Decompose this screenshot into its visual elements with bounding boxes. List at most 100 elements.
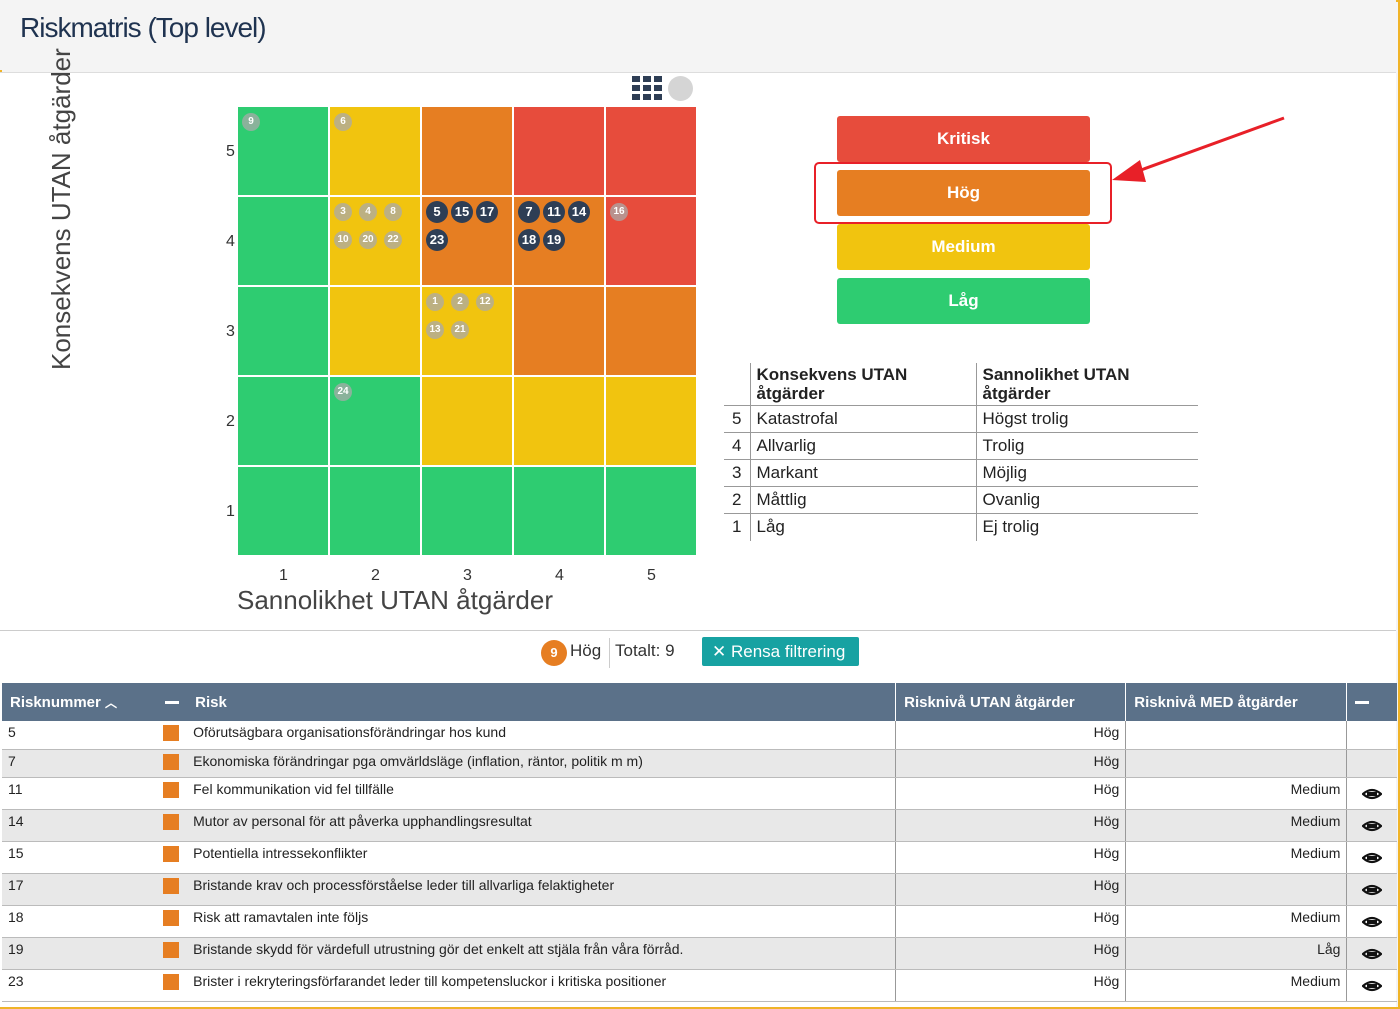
risk-bubble[interactable]: 16 xyxy=(610,203,628,221)
view-action-cell[interactable] xyxy=(1346,905,1397,938)
matrix-cell[interactable] xyxy=(514,467,604,555)
risk-bubble[interactable]: 1 xyxy=(426,293,444,311)
table-row[interactable]: 18 Risk att ramavtalen inte följs Hög Mediu… xyxy=(2,905,1397,938)
table-row[interactable]: 17 Bristande krav och processförståelse l… xyxy=(2,873,1397,906)
matrix-cell[interactable] xyxy=(514,287,604,375)
scale-row: 5 Katastrofal Högst trolig xyxy=(724,405,1198,433)
eye-icon[interactable] xyxy=(1362,884,1383,900)
matrix-cell[interactable] xyxy=(422,377,512,465)
risk-bubble[interactable]: 22 xyxy=(384,231,402,249)
table-row[interactable]: 14 Mutor av personal för att påverka upph… xyxy=(2,809,1397,842)
risk-bubble[interactable]: 6 xyxy=(334,113,352,131)
risk-bubble[interactable]: 4 xyxy=(359,203,377,221)
risk-description[interactable]: Bristande krav och processförståelse led… xyxy=(187,873,897,906)
matrix-cell[interactable] xyxy=(606,107,696,195)
risk-bubble[interactable]: 7 xyxy=(518,201,540,223)
eye-icon[interactable] xyxy=(1362,916,1383,932)
view-action-cell[interactable] xyxy=(1346,809,1397,842)
risk-bubble[interactable]: 2 xyxy=(451,293,469,311)
risk-number: 17 xyxy=(2,873,158,906)
risk-bubble[interactable]: 23 xyxy=(426,229,448,251)
x-axis-title: Sannolikhet UTAN åtgärder xyxy=(237,585,554,615)
risk-bubble[interactable]: 10 xyxy=(334,231,352,249)
view-action-cell[interactable] xyxy=(1346,969,1397,1002)
risk-bubble[interactable]: 12 xyxy=(476,293,494,311)
matrix-cell[interactable] xyxy=(606,287,696,375)
eye-icon[interactable] xyxy=(1362,980,1383,996)
risk-description[interactable]: Oförutsägbara organisationsförändringar … xyxy=(187,721,897,750)
risk-bubble[interactable]: 20 xyxy=(359,231,377,249)
table-row[interactable]: 15 Potentiella intressekonflikter Hög Mediu… xyxy=(2,841,1397,874)
eye-icon[interactable] xyxy=(1362,852,1383,868)
eye-icon[interactable] xyxy=(1362,788,1383,804)
y-tick-label: 4 xyxy=(226,233,235,250)
view-action-cell[interactable] xyxy=(1346,841,1397,874)
risk-bubble[interactable]: 5 xyxy=(426,201,448,223)
scale-num: 4 xyxy=(724,432,751,460)
table-row[interactable]: 5 Oförutsägbara organisationsförändringar… xyxy=(2,721,1397,750)
risk-bubble[interactable]: 17 xyxy=(476,201,498,223)
matrix-cell[interactable] xyxy=(238,287,328,375)
risk-description[interactable]: Bristande skydd för värdefull utrustning… xyxy=(187,937,897,970)
risk-description[interactable]: Risk att ramavtalen inte följs xyxy=(187,905,897,938)
column-header-utan[interactable]: Risknivå UTAN åtgärder xyxy=(895,683,1127,721)
level-low-button[interactable]: Låg xyxy=(837,278,1090,324)
risk-bubble[interactable]: 19 xyxy=(543,229,565,251)
matrix-cell[interactable] xyxy=(606,377,696,465)
risk-description[interactable]: Brister i rekryteringsförfarandet leder … xyxy=(187,969,897,1002)
risk-bubble[interactable]: 21 xyxy=(451,321,469,339)
eye-icon[interactable] xyxy=(1362,820,1383,836)
clear-filter-button[interactable]: ✕ Rensa filtrering xyxy=(702,637,859,666)
column-header-risk[interactable]: Risk xyxy=(187,683,897,721)
matrix-cell[interactable] xyxy=(238,197,328,285)
risk-bubble[interactable]: 15 xyxy=(451,201,473,223)
risk-description[interactable]: Ekonomiska förändringar pga omvärldsläge… xyxy=(187,749,897,778)
collapse-icon[interactable] xyxy=(1355,701,1370,705)
risk-bubble[interactable]: 8 xyxy=(384,203,402,221)
risk-bubble[interactable]: 11 xyxy=(543,201,565,223)
view-action-cell[interactable] xyxy=(1346,937,1397,970)
level-critical-button[interactable]: Kritisk xyxy=(837,116,1090,162)
risk-bubble[interactable]: 24 xyxy=(334,383,352,401)
collapse-icon[interactable] xyxy=(165,701,180,705)
divider xyxy=(0,630,1396,631)
table-row[interactable]: 11 Fel kommunikation vid fel tillfälle Hög… xyxy=(2,777,1397,810)
risk-bubble[interactable]: 13 xyxy=(426,321,444,339)
matrix-cell[interactable] xyxy=(238,467,328,555)
bubble-view-icon[interactable] xyxy=(668,76,693,101)
table-row[interactable]: 7 Ekonomiska förändringar pga omvärldsläg… xyxy=(2,749,1397,778)
matrix-cell[interactable] xyxy=(422,467,512,555)
level-with-measures xyxy=(1125,721,1348,750)
view-action-cell[interactable] xyxy=(1346,777,1397,810)
risk-description[interactable]: Mutor av personal för att påverka upphan… xyxy=(187,809,897,842)
eye-icon[interactable] xyxy=(1362,948,1383,964)
level-medium-button[interactable]: Medium xyxy=(837,224,1090,270)
risk-bubble[interactable]: 3 xyxy=(334,203,352,221)
matrix-cell[interactable] xyxy=(514,107,604,195)
risk-description[interactable]: Fel kommunikation vid fel tillfälle xyxy=(187,777,897,810)
risk-bubble[interactable]: 9 xyxy=(242,113,260,131)
table-row[interactable]: 23 Brister i rekryteringsförfarandet lede… xyxy=(2,969,1397,1002)
column-header-med[interactable]: Risknivå MED åtgärder xyxy=(1125,683,1348,721)
level-without-measures: Hög xyxy=(895,937,1127,970)
matrix-cell[interactable] xyxy=(422,107,512,195)
risk-description[interactable]: Potentiella intressekonflikter xyxy=(187,841,897,874)
matrix-cell[interactable] xyxy=(330,467,420,555)
view-action-cell[interactable] xyxy=(1346,873,1397,906)
sort-up-icon[interactable]: ︿ xyxy=(105,695,118,710)
scale-konsekvens: Allvarlig xyxy=(750,432,977,460)
matrix-cell[interactable] xyxy=(330,287,420,375)
x-tick-label: 1 xyxy=(279,567,288,584)
matrix-cell[interactable] xyxy=(514,377,604,465)
risk-bubble[interactable]: 14 xyxy=(568,201,590,223)
matrix-cell[interactable] xyxy=(606,467,696,555)
grid-view-icon[interactable] xyxy=(632,76,662,100)
column-header-color[interactable] xyxy=(157,683,188,721)
column-header-actions[interactable] xyxy=(1346,683,1397,721)
table-row[interactable]: 19 Bristande skydd för värdefull utrustni… xyxy=(2,937,1397,970)
x-tick-label: 4 xyxy=(555,567,564,584)
column-header-risknummer[interactable]: Risknummer ︿ xyxy=(2,683,158,721)
matrix-cell[interactable] xyxy=(238,377,328,465)
level-high-button[interactable]: Hög xyxy=(837,170,1090,216)
risk-bubble[interactable]: 18 xyxy=(518,229,540,251)
